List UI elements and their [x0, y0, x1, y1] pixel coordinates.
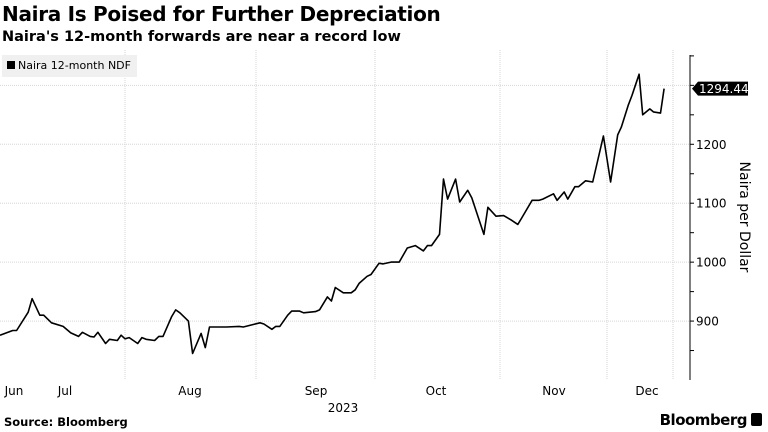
source-note: Source: Bloomberg — [4, 415, 128, 429]
x-tick-label: Oct — [426, 384, 447, 398]
x-axis-year-label: 2023 — [328, 401, 359, 415]
chart-title: Naira Is Poised for Further Depreciation — [2, 2, 441, 26]
x-tick-label: Jun — [4, 384, 24, 398]
y-tick-label: 1000 — [696, 256, 727, 270]
chart-subtitle: Naira's 12-month forwards are near a rec… — [2, 29, 401, 45]
x-tick-label: Jul — [57, 384, 72, 398]
x-axis: Jun Jul Aug Sep Oct Nov Dec 2023 — [4, 384, 659, 415]
bloomberg-logo: Bloomberg — [660, 411, 762, 429]
bloomberg-terminal-icon — [751, 413, 762, 426]
y-axis: 900 1000 1100 1200 Naira per Dollar — [689, 55, 752, 380]
x-tick-label: Sep — [305, 384, 328, 398]
last-value-callout: 1294.44 — [692, 81, 749, 96]
x-tick-label: Nov — [542, 384, 565, 398]
x-tick-label: Aug — [178, 384, 201, 398]
legend: Naira 12-month NDF — [2, 55, 137, 77]
x-tick-label: Dec — [635, 384, 658, 398]
series-line-naira-ndf — [0, 73, 665, 355]
series-layer — [0, 73, 665, 355]
legend-label: Naira 12-month NDF — [18, 59, 131, 72]
logo-text: Bloomberg — [659, 411, 748, 429]
y-tick-label: 1100 — [696, 197, 727, 211]
legend-swatch — [7, 61, 15, 69]
last-value-badge — [692, 81, 748, 96]
y-tick-label: 1200 — [696, 138, 727, 152]
last-value-label: 1294.44 — [699, 82, 749, 96]
gridlines — [0, 50, 690, 380]
y-tick-label: 900 — [696, 315, 719, 329]
y-axis-title: Naira per Dollar — [736, 162, 752, 273]
